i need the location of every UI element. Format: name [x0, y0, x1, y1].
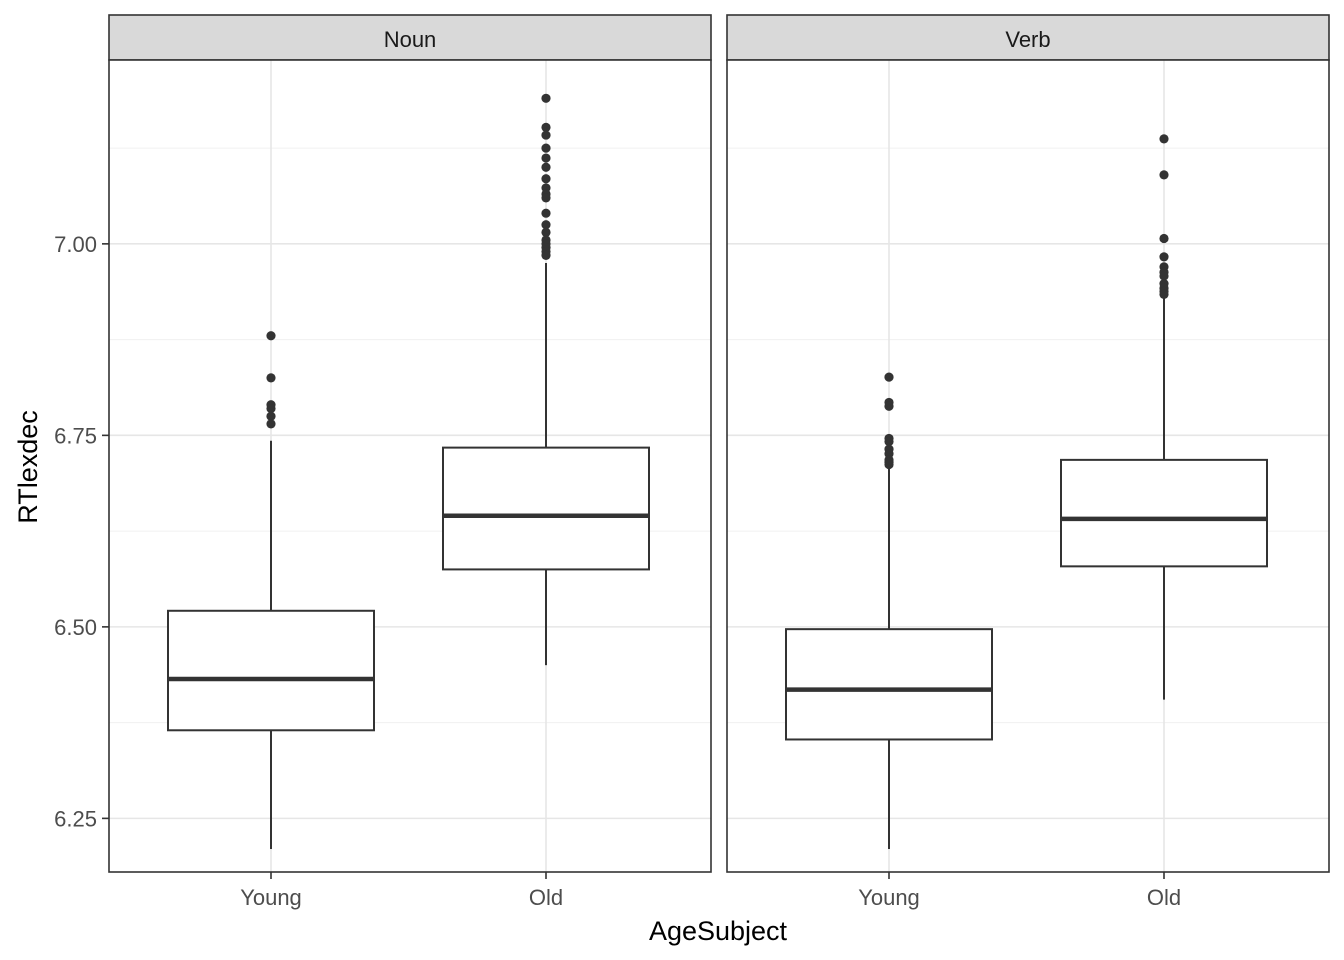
facet-strip: [726, 14, 1330, 61]
outlier-point: [541, 153, 551, 163]
x-axis-title: AgeSubject: [649, 916, 788, 946]
facet-strip-label: Verb: [1005, 27, 1050, 52]
outlier-point: [1159, 271, 1169, 281]
x-tick-label: Young: [240, 885, 302, 910]
outlier-point: [1159, 289, 1169, 300]
iqr-box: [442, 446, 650, 571]
outlier-point: [541, 220, 551, 230]
outlier-point: [884, 459, 894, 470]
x-tick-label: Old: [1147, 885, 1181, 910]
box-old: [1060, 134, 1268, 700]
y-axis-title: RTlexdec: [13, 410, 43, 524]
outlier-point: [266, 403, 276, 414]
outlier-point: [266, 331, 276, 341]
outlier-point: [884, 372, 894, 382]
y-tick-label: 6.50: [54, 615, 97, 640]
outlier-point: [541, 162, 551, 172]
outlier-point: [884, 436, 894, 447]
outlier-point: [266, 411, 276, 421]
y-tick-label: 7.00: [54, 232, 97, 257]
outlier-point: [541, 193, 551, 203]
outlier-point: [541, 143, 551, 153]
panel-border: [726, 59, 1330, 873]
x-tick-label: Young: [858, 885, 920, 910]
outlier-point: [541, 130, 551, 140]
panels: Noun Young Old Verb Young Old: [108, 14, 1330, 910]
facet-panel-noun: Noun Young Old: [108, 14, 712, 910]
panel-border: [108, 59, 712, 873]
outlier-point: [541, 208, 551, 218]
facet-strip-label: Noun: [384, 27, 437, 52]
outlier-point: [266, 419, 276, 429]
box-young: [167, 331, 375, 850]
iqr-box: [167, 609, 375, 732]
iqr-box: [785, 628, 993, 741]
outlier-point: [541, 174, 551, 184]
outlier-point: [541, 227, 551, 237]
outlier-point: [266, 373, 276, 383]
x-tick-label: Old: [529, 885, 563, 910]
outlier-point: [541, 250, 551, 260]
y-tick-label: 6.75: [54, 423, 97, 448]
iqr-box: [1060, 458, 1268, 568]
y-axis: 6.25 6.50 6.75 7.00: [54, 232, 109, 831]
outlier-point: [1159, 134, 1169, 144]
outlier-point: [541, 122, 551, 133]
facet-strip: [108, 14, 712, 61]
outlier-point: [541, 93, 551, 103]
facet-panel-verb: Verb Young Old: [726, 14, 1330, 910]
outlier-point: [1159, 233, 1169, 244]
y-tick-label: 6.25: [54, 806, 97, 831]
outlier-point: [884, 401, 894, 411]
box-old: [442, 93, 650, 666]
outlier-point: [1159, 170, 1169, 180]
outlier-point: [1159, 252, 1169, 262]
box-young: [785, 372, 993, 850]
